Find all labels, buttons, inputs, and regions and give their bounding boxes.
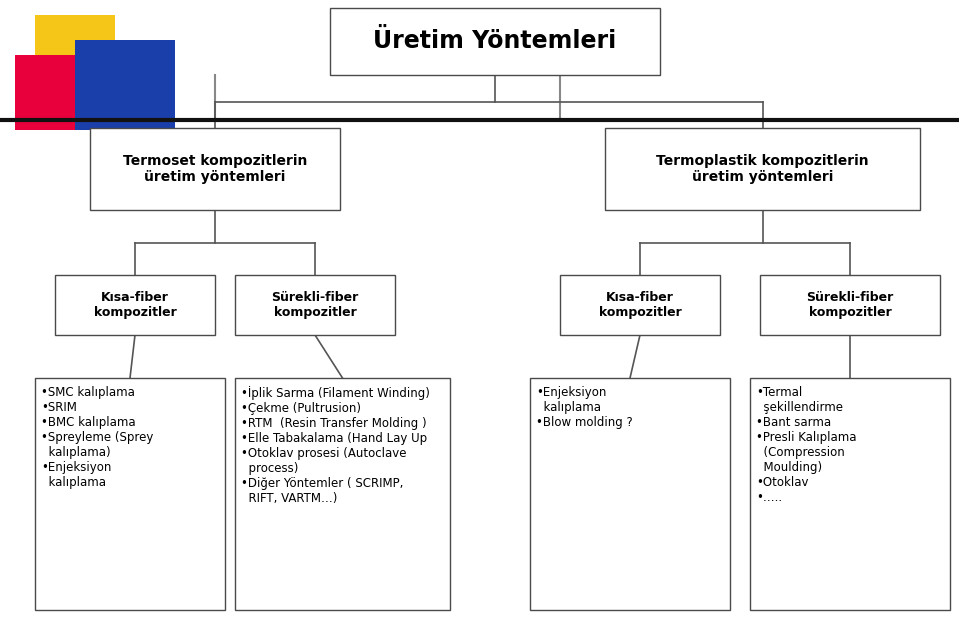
Text: •İplik Sarma (Filament Winding)
•Çekme (Pultrusion)
•RTM  (Resin Transfer Moldin: •İplik Sarma (Filament Winding) •Çekme (… <box>241 386 430 505</box>
Bar <box>55 275 215 335</box>
Text: Sürekli-fiber
kompozitler: Sürekli-fiber kompozitler <box>807 291 894 319</box>
Bar <box>90 128 340 210</box>
Text: Termoplastik kompozitlerin
üretim yöntemleri: Termoplastik kompozitlerin üretim yöntem… <box>656 154 869 184</box>
Bar <box>605 128 920 210</box>
Bar <box>235 275 395 335</box>
Text: Kısa-fiber
kompozitler: Kısa-fiber kompozitler <box>94 291 176 319</box>
Bar <box>530 378 730 610</box>
Bar <box>750 378 950 610</box>
Bar <box>75 40 175 130</box>
Text: •SMC kalıplama
•SRIM
•BMC kalıplama
•Spreyleme (Sprey
  kalıplama)
•Enjeksiyon
 : •SMC kalıplama •SRIM •BMC kalıplama •Spr… <box>41 386 153 489</box>
Bar <box>15 55 100 130</box>
Bar <box>35 378 225 610</box>
Text: •Termal
  şekillendirme
•Bant sarma
•Presli Kalıplama
  (Compression
  Moulding): •Termal şekillendirme •Bant sarma •Presl… <box>756 386 856 504</box>
Bar <box>35 15 115 85</box>
Bar <box>235 378 450 610</box>
Text: Kısa-fiber
kompozitler: Kısa-fiber kompozitler <box>598 291 682 319</box>
Text: Sürekli-fiber
kompozitler: Sürekli-fiber kompozitler <box>271 291 359 319</box>
Text: Termoset kompozitlerin
üretim yöntemleri: Termoset kompozitlerin üretim yöntemleri <box>123 154 307 184</box>
Text: •Enjeksiyon
  kalıplama
•Blow molding ?: •Enjeksiyon kalıplama •Blow molding ? <box>536 386 633 429</box>
Bar <box>560 275 720 335</box>
Bar <box>760 275 940 335</box>
Bar <box>330 8 660 75</box>
Text: Üretim Yöntemleri: Üretim Yöntemleri <box>373 30 617 54</box>
